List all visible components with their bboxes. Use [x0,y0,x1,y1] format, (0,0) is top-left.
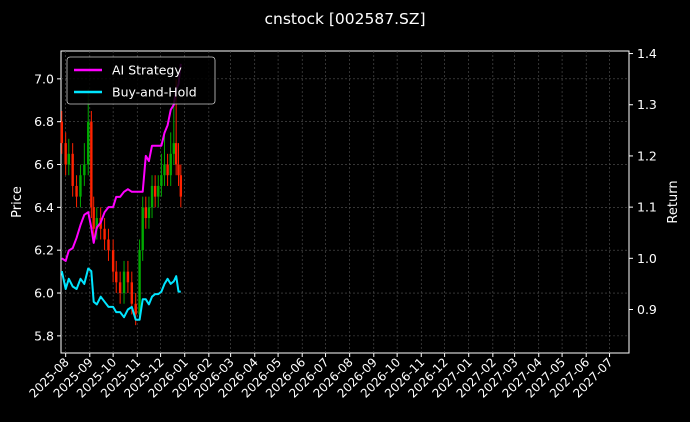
candle-body [92,207,95,229]
candle-body [118,282,122,294]
y-tick-label-right: 1.3 [637,97,657,112]
candle-body [67,153,70,165]
candle-body [122,271,126,294]
legend: AI Strategy Buy-and-Hold [66,56,216,105]
candle-body [107,239,110,251]
plot-marks [60,63,183,326]
candle-body [153,185,157,197]
y-tick-label-right: 1.0 [637,251,657,266]
y-tick-label-left: 5.8 [34,328,54,343]
candle-body [147,207,151,219]
candle-body [103,228,106,240]
candle-body [79,175,82,197]
candle-body [71,153,74,186]
candle-body [130,282,134,304]
series-line-ai-strategy [61,63,182,262]
legend-entry: Buy-and-Hold [112,85,197,100]
candle-body [138,250,141,315]
y-axis-left: 5.8 6.0 6.2 6.4 6.6 6.8 7.0 [34,71,61,343]
candle-body [87,121,90,165]
y-axis-right: 0.9 1.0 1.1 1.2 1.3 1.4 [629,46,657,317]
y-tick-label-left: 7.0 [34,71,54,86]
candle-body [177,164,180,176]
y-tick-label-right: 1.4 [637,46,657,61]
y-tick-label-left: 6.8 [34,114,54,129]
candle-body [166,164,169,176]
candle-body [60,121,63,144]
series-line-buy-and-hold [60,267,181,321]
candle-body [179,175,183,197]
candle-body [111,250,115,272]
y-tick-label-left: 6.4 [34,200,54,215]
y-axis-label-right: Return [666,180,681,223]
y-axis-label-left: Price [10,186,25,218]
grid [61,51,629,353]
candle-body [141,207,144,251]
candle-body [83,164,86,176]
y-tick-label-left: 6.0 [34,286,54,301]
y-tick-label-left: 6.2 [34,243,54,258]
candle-body [169,153,172,176]
chart-title: cnstock [002587.SZ] [264,10,425,28]
candle-body [115,271,118,283]
y-tick-label-left: 6.6 [34,157,54,172]
y-tick-label-right: 1.1 [637,200,657,215]
candle-body [126,271,130,283]
candle-body [90,121,93,208]
candle-body [144,207,148,219]
y-tick-label-right: 0.9 [637,302,657,317]
candle-body [157,185,160,197]
y-tick-label-right: 1.2 [637,148,657,163]
candle-body [160,175,163,186]
candle-body [95,218,98,229]
candle-body [174,143,178,165]
candle-body [163,164,166,176]
candle-body [172,143,176,154]
candle-body [134,303,137,315]
legend-entry: AI Strategy [112,63,182,78]
candle-body [75,185,78,197]
x-axis: 2025-082025-092025-102025-112025-122026-… [26,353,616,401]
candle-body [64,143,67,165]
candle-body [150,185,154,208]
legend-box [66,56,216,105]
